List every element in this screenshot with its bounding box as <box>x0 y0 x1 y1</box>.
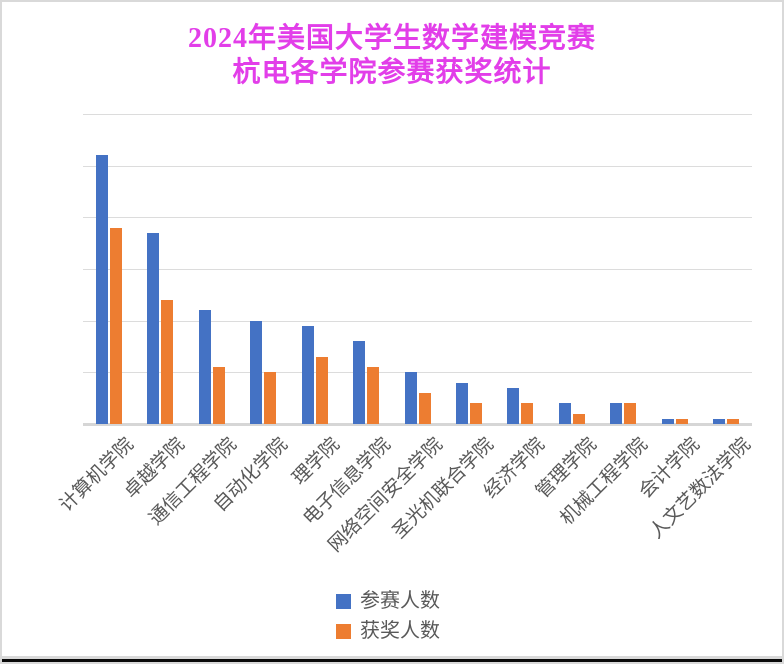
bar-participants <box>95 155 108 424</box>
bar-participants <box>198 310 211 424</box>
legend: 参赛人数 获奖人数 <box>336 590 440 642</box>
gridline <box>83 217 752 219</box>
legend-swatch-participants-icon <box>336 593 351 609</box>
bar-participants <box>610 403 623 424</box>
chart-title-line1: 2024年美国大学生数学建模竞赛 <box>187 23 596 54</box>
gridline <box>83 165 752 167</box>
window-bottom-edge <box>2 659 782 662</box>
gridline <box>83 320 752 322</box>
bar-participants <box>558 403 571 424</box>
bar-participants <box>507 387 520 424</box>
gridline <box>83 372 752 374</box>
plot-area: 计算机学院 卓越学院 通信工程学院 自动化学院 理学院 电子信息学院 网络空间安全学院 圣光机… <box>56 114 755 556</box>
bar-participants <box>455 382 468 424</box>
bar-participants <box>404 372 417 424</box>
bar-winners <box>212 367 225 424</box>
legend-label-participants: 参赛人数 <box>360 590 440 612</box>
legend-item-participants: 参赛人数 <box>336 590 440 612</box>
bar-winners <box>264 372 277 424</box>
legend-swatch-winners-icon <box>336 623 351 639</box>
legend-item-winners: 获奖人数 <box>336 620 440 642</box>
bar-participants <box>147 232 160 424</box>
chart-title: 2024年美国大学生数学建模竞赛 杭电各学院参赛获奖统计 <box>2 22 782 90</box>
bar-winners <box>418 393 431 424</box>
bar-winners <box>161 300 174 424</box>
bar-winners <box>109 227 122 424</box>
bar-participants <box>250 320 263 424</box>
bar-winners <box>367 367 380 424</box>
chart-title-line2: 杭电各学院参赛获奖统计 <box>232 57 552 88</box>
bar-participants <box>713 418 726 424</box>
x-axis-line <box>83 423 752 426</box>
bar-winners <box>727 418 740 424</box>
window-bottom-border <box>2 656 782 659</box>
bar-participants <box>353 341 366 424</box>
bar-participants <box>661 418 674 424</box>
legend-label-winners: 获奖人数 <box>360 620 440 642</box>
bar-winners <box>675 418 688 424</box>
gridline <box>83 269 752 270</box>
bar-winners <box>624 403 637 424</box>
bar-winners <box>315 356 328 424</box>
bar-winners <box>521 403 534 424</box>
bar-participants <box>301 325 314 424</box>
bar-winners <box>572 413 585 424</box>
gridline <box>83 114 752 115</box>
bar-winners <box>469 403 482 424</box>
